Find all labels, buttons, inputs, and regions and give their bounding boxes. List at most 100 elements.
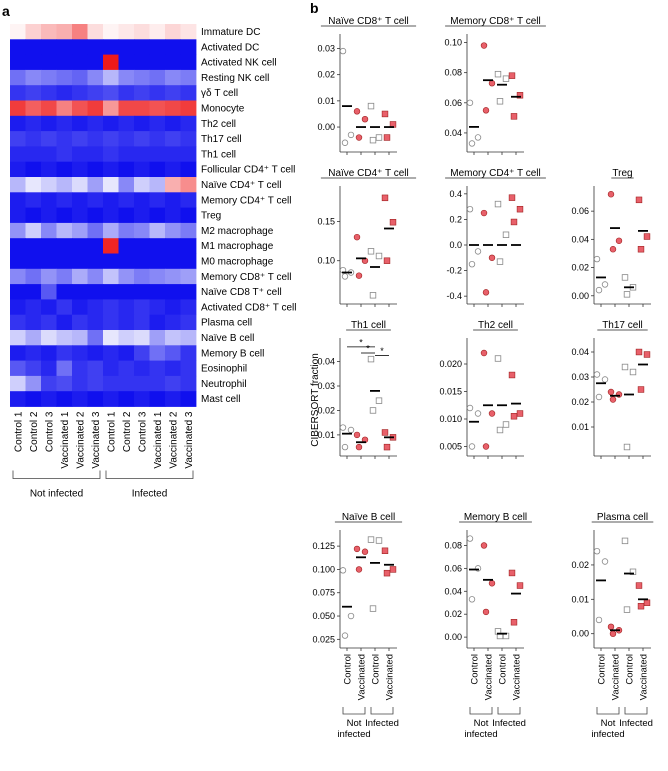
heatmap-cell	[180, 115, 197, 132]
data-point-control	[593, 255, 601, 263]
heatmap-cell	[118, 238, 135, 254]
data-point-control	[369, 292, 377, 299]
data-point-vaccinated	[482, 107, 490, 114]
y-tick-label: 0.02	[317, 405, 335, 415]
heatmap-cell	[56, 238, 73, 254]
heatmap-cell	[180, 314, 197, 331]
heatmap-cell	[87, 146, 104, 163]
heatmap-cell	[103, 314, 119, 331]
heatmap-cell	[56, 24, 73, 40]
panel-a-label: a	[2, 3, 10, 19]
heatmap-cell	[180, 54, 197, 71]
heatmap-cell	[72, 54, 88, 71]
heatmap-cell	[25, 299, 42, 316]
x-tick-label: Vaccinated	[611, 654, 622, 700]
heatmap-cell	[149, 238, 166, 254]
heatmap-cell	[180, 131, 197, 147]
panel-title: Naïve CD4⁺ T cell	[328, 168, 409, 179]
data-point-control	[494, 355, 502, 362]
x-tick-label: Vaccinated	[484, 654, 495, 700]
heatmap-cell	[118, 177, 135, 193]
heatmap-cell	[165, 268, 181, 285]
heatmap-cell	[25, 360, 42, 377]
data-point-control	[367, 248, 375, 255]
heatmap-cell	[180, 330, 197, 346]
y-tick-label: 0.10	[317, 256, 335, 266]
panel-title: Treg	[612, 168, 632, 179]
data-point-control	[367, 102, 375, 110]
heatmap-cell	[165, 238, 181, 254]
heatmap-cell	[118, 345, 135, 361]
data-point-control	[496, 98, 504, 105]
data-point-vaccinated	[643, 233, 651, 240]
heatmap-cell	[149, 253, 166, 270]
data-point-vaccinated	[488, 254, 496, 261]
group-label: infected	[337, 729, 370, 740]
heatmap-cell	[134, 192, 150, 208]
heatmap-cell	[118, 222, 135, 239]
heatmap-cell	[134, 330, 150, 346]
heatmap-cell	[134, 131, 150, 147]
group-label: Infected	[619, 718, 653, 729]
heatmap-cell	[149, 39, 166, 55]
heatmap-cell	[149, 161, 166, 178]
data-point-control	[601, 558, 609, 565]
group-bracket	[469, 707, 493, 715]
data-point-control	[494, 200, 502, 208]
heatmap-cell	[180, 268, 197, 285]
heatmap-cell	[25, 131, 42, 147]
heatmap-cell	[87, 85, 104, 101]
group-label: Not	[474, 718, 489, 729]
heatmap-cell	[41, 314, 57, 331]
y-tick-label: 0.02	[444, 609, 462, 619]
y-tick-label: 0.15	[317, 216, 335, 226]
heatmap-cell	[41, 284, 57, 300]
scatter-panels: Naïve CD8⁺ T cell 0.00 0.01 0.02 0.03 Memory …	[312, 16, 654, 740]
data-point-vaccinated	[353, 431, 361, 439]
heatmap-cell	[87, 314, 104, 331]
heatmap-column-label: Vaccinated 2	[75, 411, 86, 469]
heatmap-cell	[103, 330, 119, 346]
group-bracket	[596, 707, 620, 715]
heatmap-cell	[72, 253, 88, 270]
heatmap-cell	[165, 391, 181, 407]
heatmap-cell	[118, 85, 135, 101]
heatmap-cell	[72, 330, 88, 346]
data-point-vaccinated	[361, 548, 369, 555]
y-tick-label: -0.2	[446, 266, 462, 276]
heatmap-cell	[180, 345, 197, 361]
heatmap-cell	[165, 131, 181, 147]
scatter-panel: Naïve CD4⁺ T cell 0.10 0.15	[317, 168, 417, 307]
group-label: Not	[601, 718, 616, 729]
heatmap-cell	[134, 39, 150, 55]
scatter-panel: Th17 cell 0.01 0.02 0.03 0.04	[571, 320, 651, 459]
y-tick-label: 0.02	[571, 397, 589, 407]
heatmap-cell	[165, 85, 181, 101]
data-point-vaccinated	[637, 246, 645, 253]
data-point-vaccinated	[482, 443, 490, 450]
y-tick-label: 0.01	[571, 422, 589, 432]
heatmap-cell	[103, 146, 119, 163]
heatmap-cell	[149, 375, 166, 392]
heatmap-cell	[103, 192, 119, 208]
heatmap-cell	[72, 161, 88, 178]
data-point-control	[595, 286, 603, 294]
data-point-vaccinated	[355, 134, 363, 141]
heatmap-cell	[165, 360, 181, 377]
y-tick-label: 0.06	[444, 563, 462, 573]
heatmap-cell	[118, 284, 135, 300]
significance-label: *	[366, 344, 370, 354]
heatmap-cell	[72, 222, 88, 239]
heatmap-cell	[41, 391, 57, 407]
heatmap-cell	[10, 192, 26, 208]
y-tick-label: 0.03	[317, 381, 335, 391]
scatter-panel: Memory B cell 0.00 0.02 0.04 0.06 0.08 Control…	[444, 512, 532, 740]
heatmap-cell	[10, 100, 26, 117]
panel-title: Memory CD4⁺ T cell	[450, 168, 540, 179]
heatmap-cell	[87, 375, 104, 392]
heatmap-cell	[165, 54, 181, 71]
heatmap-cell	[25, 238, 42, 254]
heatmap-row-label: Naïve CD8 T⁺ cell	[201, 287, 282, 298]
heatmap-row-label: M1 macrophage	[201, 241, 274, 252]
heatmap-cell	[134, 177, 150, 193]
